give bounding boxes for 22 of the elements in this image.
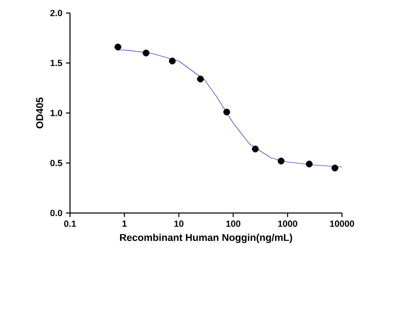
y-tick-label: 0.5 [50, 160, 62, 166]
y-tick-label: 1.5 [50, 60, 62, 66]
y-tick-label: 1.0 [50, 110, 62, 116]
x-axis-title: Recombinant Human Noggin(ng/mL) [120, 234, 292, 244]
x-tick-label: 100 [226, 220, 240, 227]
point [223, 108, 230, 116]
point [168, 58, 176, 64]
point [252, 146, 259, 152]
y-tick-label: 2.0 [50, 10, 62, 16]
y-axis-title: OD405 [36, 97, 44, 128]
x-tick-label: 1000 [278, 220, 298, 227]
y-tick-label: 0.0 [50, 210, 62, 216]
point [114, 44, 122, 50]
point [142, 50, 150, 56]
x-tick-label: 0.1 [64, 220, 76, 227]
x-tick-label: 10 [174, 220, 184, 227]
x-tick-label: 10000 [330, 220, 354, 227]
point [332, 164, 338, 172]
point [197, 76, 204, 82]
point [306, 160, 313, 168]
point [278, 158, 285, 164]
x-tick-label: 1 [122, 220, 127, 227]
